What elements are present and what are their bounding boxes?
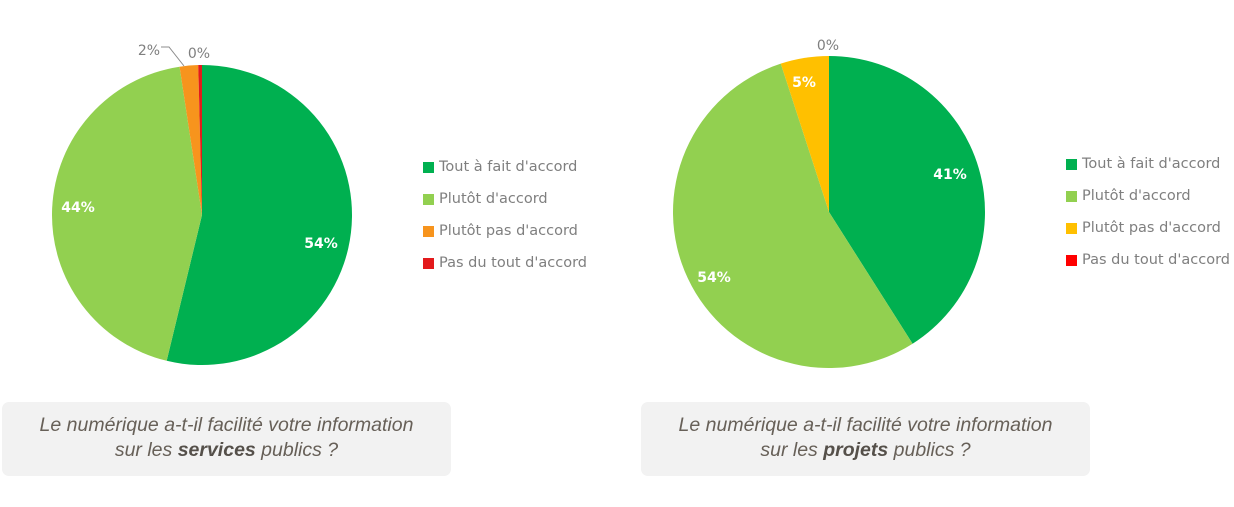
- pie-slice: [829, 56, 986, 344]
- legend-swatch: [1066, 158, 1077, 170]
- caption-projets: Le numérique a-t-il facilité votre infor…: [641, 402, 1090, 476]
- legend-swatch: [423, 161, 434, 173]
- legend-label: Pas du tout d'accord: [1082, 252, 1230, 268]
- legend-item-pas-du-tout: Pas du tout d'accord: [1066, 244, 1230, 276]
- data-label: 41%: [933, 167, 967, 183]
- pie-slice: [198, 65, 202, 215]
- data-label: 54%: [697, 270, 731, 286]
- legend-item-plutot-pas: Plutôt pas d'accord: [423, 215, 587, 247]
- legend-swatch: [1066, 190, 1077, 202]
- legend-item-pas-du-tout: Pas du tout d'accord: [423, 247, 587, 279]
- legend-label: Tout à fait d'accord: [1082, 156, 1221, 172]
- data-label: 0%: [817, 38, 839, 54]
- legend-item-plutot: Plutôt d'accord: [1066, 180, 1230, 212]
- caption-services: Le numérique a-t-il facilité votre infor…: [2, 402, 451, 476]
- legend-item-plutot-pas: Plutôt pas d'accord: [1066, 212, 1230, 244]
- pie-slice: [51, 66, 202, 361]
- pie-slice: [179, 65, 202, 215]
- caption-line-2: sur les projets publics ?: [641, 438, 1090, 463]
- caption-emphasis: services: [177, 439, 256, 461]
- data-label: 0%: [188, 46, 210, 62]
- legend-item-tout-a-fait: Tout à fait d'accord: [1066, 148, 1230, 180]
- chart-projets: 41% 54% 5% 0% Tout à fait d'accord Plutôt d…: [617, 0, 1234, 507]
- caption-text: sur les: [760, 439, 824, 461]
- data-label: 54%: [304, 236, 338, 252]
- caption-text: publics ?: [255, 439, 339, 461]
- caption-text: publics ?: [888, 439, 971, 461]
- pie-slice: [673, 63, 913, 368]
- data-label: 2%: [138, 43, 160, 59]
- pie-chart-projets: 41% 54% 5% 0%: [673, 38, 986, 368]
- data-label: 44%: [61, 200, 95, 216]
- caption-emphasis: projets: [823, 439, 889, 461]
- legend-swatch: [1066, 222, 1077, 234]
- caption-text: sur les: [114, 439, 178, 461]
- data-label: 5%: [792, 75, 816, 91]
- pie-slice: [780, 56, 829, 212]
- legend-swatch: [423, 193, 434, 205]
- legend-label: Tout à fait d'accord: [439, 159, 578, 175]
- legend-label: Pas du tout d'accord: [439, 255, 587, 271]
- legend-item-tout-a-fait: Tout à fait d'accord: [423, 151, 587, 183]
- legend-item-plutot: Plutôt d'accord: [423, 183, 587, 215]
- legend-projets: Tout à fait d'accord Plutôt d'accord Plu…: [1066, 148, 1230, 276]
- caption-line-1: Le numérique a-t-il facilité votre infor…: [678, 414, 1053, 436]
- caption-line-1: Le numérique a-t-il facilité votre infor…: [39, 414, 414, 436]
- pie-slice: [166, 65, 352, 365]
- pie-chart-services: 54% 44% 2% 0%: [51, 43, 352, 365]
- caption-line-2: sur les services publics ?: [2, 438, 451, 463]
- legend-swatch: [423, 225, 434, 237]
- legend-services: Tout à fait d'accord Plutôt d'accord Plu…: [423, 151, 587, 279]
- legend-label: Plutôt d'accord: [1082, 188, 1191, 204]
- legend-label: Plutôt pas d'accord: [439, 223, 578, 239]
- chart-services: 54% 44% 2% 0% Tout à fait d'accord Plutôt d…: [2, 43, 587, 476]
- legend-label: Plutôt pas d'accord: [1082, 220, 1221, 236]
- legend-label: Plutôt d'accord: [439, 191, 548, 207]
- legend-swatch: [1066, 254, 1077, 266]
- legend-swatch: [423, 257, 434, 269]
